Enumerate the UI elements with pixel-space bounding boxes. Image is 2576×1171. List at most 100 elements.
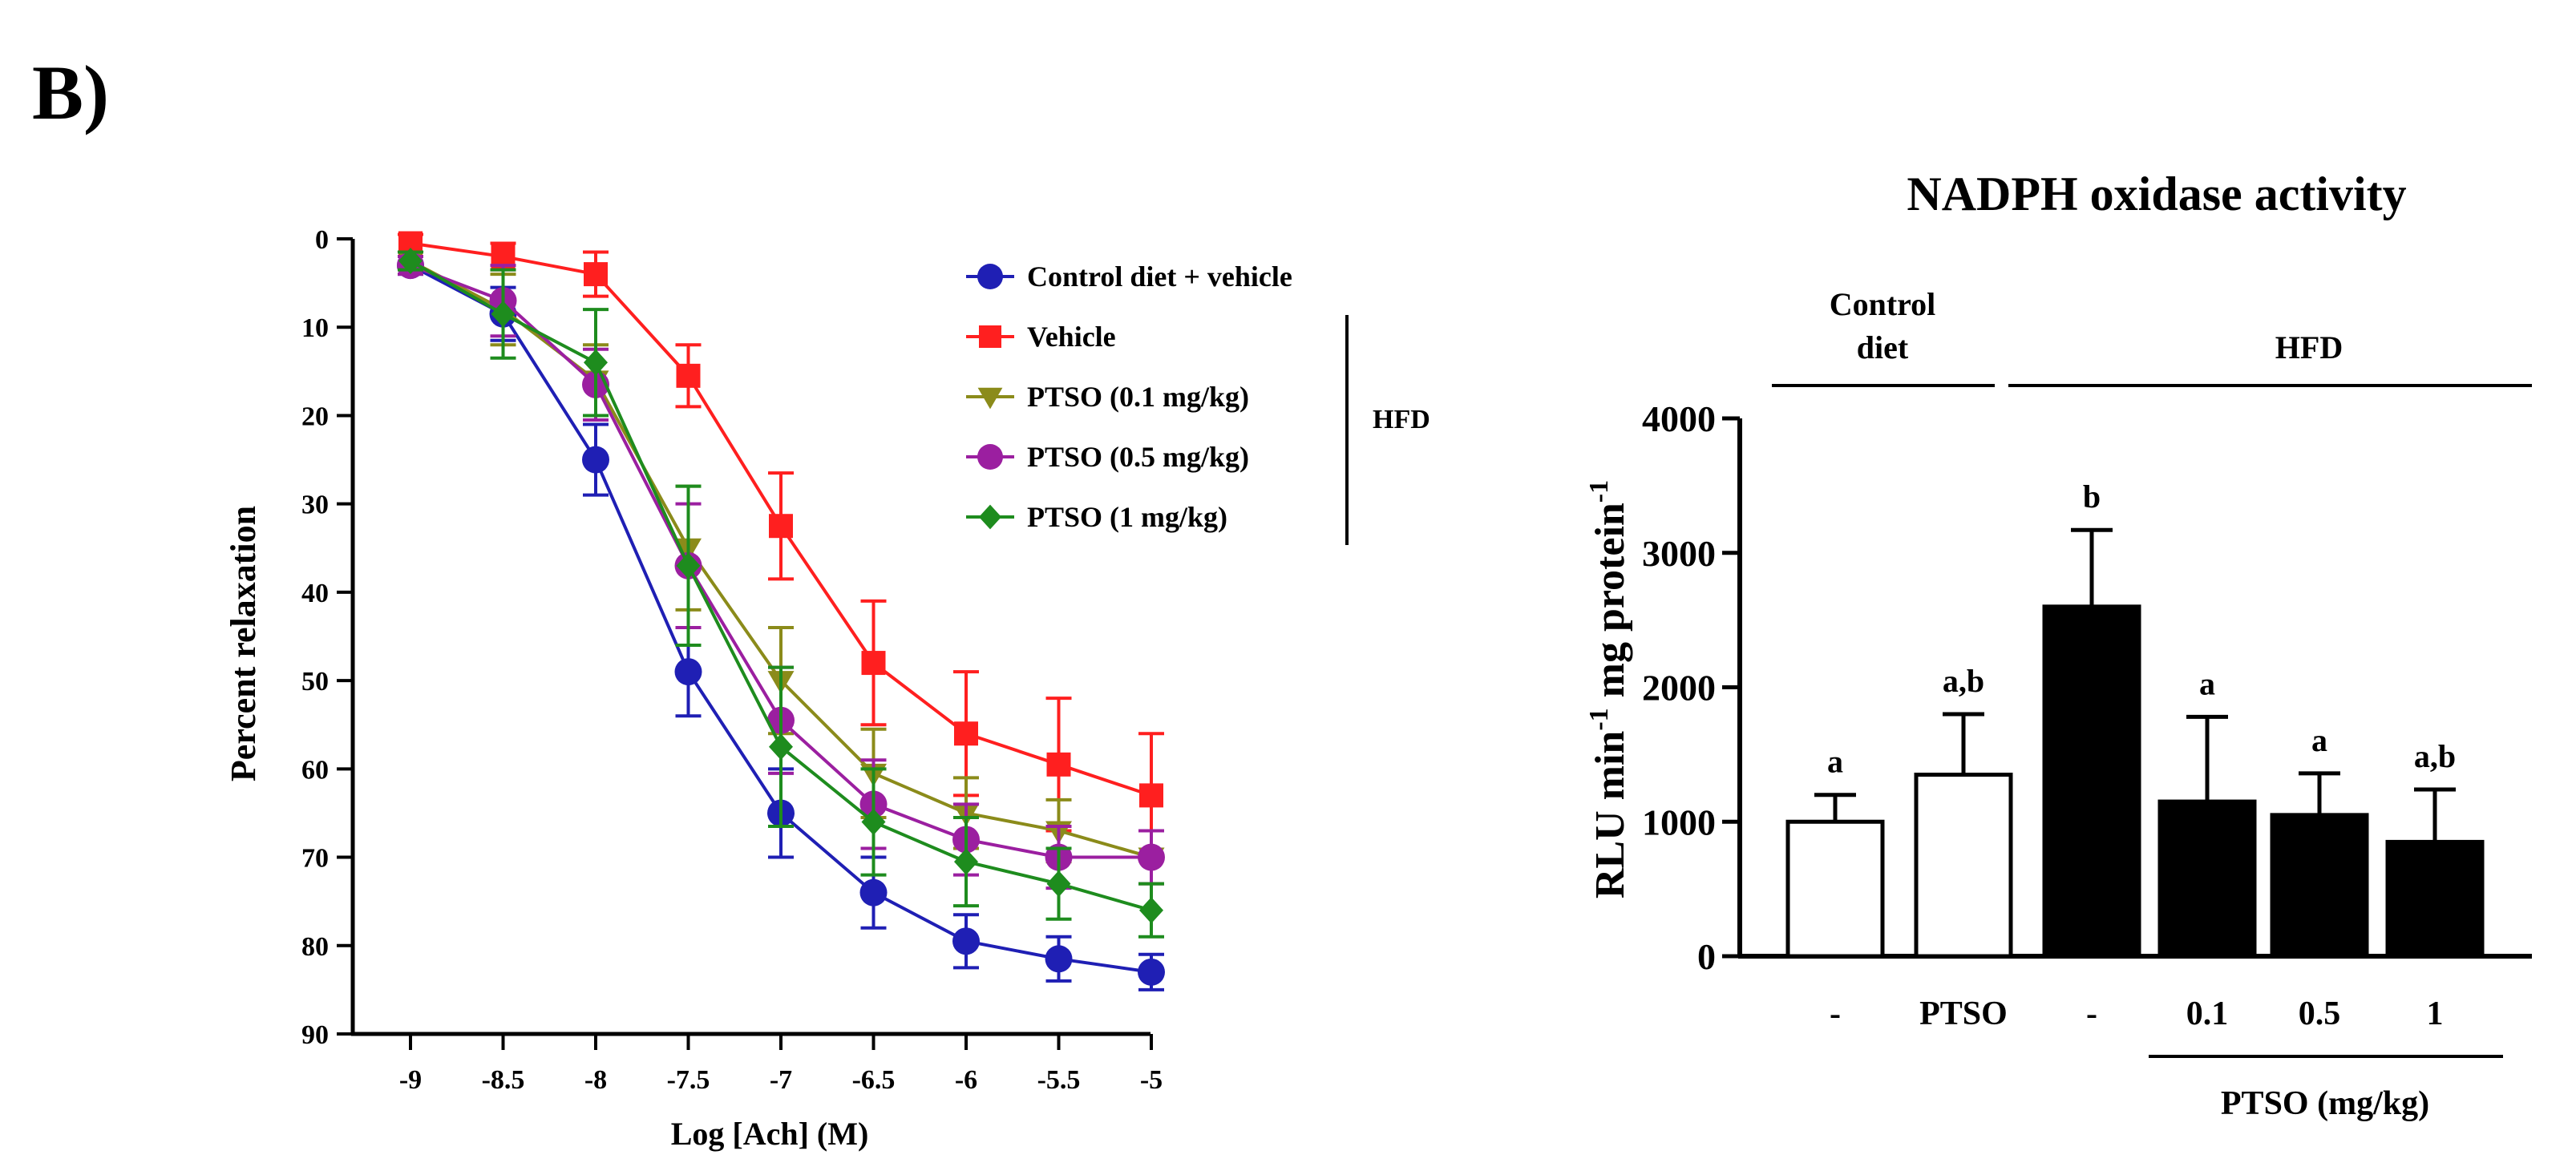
line-y-axis-label: Percent relaxation bbox=[224, 506, 263, 781]
line-chart: Percent relaxation Log [Ach] (M) 0 10 20 30… bbox=[224, 225, 1430, 1152]
data-point bbox=[676, 552, 701, 579]
data-point bbox=[582, 446, 609, 474]
line-y-tick-label: 40 bbox=[301, 579, 329, 608]
line-x-axis-label: Log [Ach] (M) bbox=[671, 1116, 869, 1152]
data-point bbox=[769, 733, 793, 761]
group-label-control-line1: Control bbox=[1830, 286, 1936, 322]
line-x-tick-label: -5.5 bbox=[1037, 1065, 1081, 1095]
bar-category-label: 1 bbox=[2427, 995, 2444, 1032]
legend-label: Vehicle bbox=[1027, 321, 1116, 353]
line-y-tick-label: 80 bbox=[301, 932, 329, 962]
bar-category-label: 0.1 bbox=[2186, 995, 2229, 1032]
line-x-tick-label: -7 bbox=[770, 1065, 792, 1095]
line-x-tick-label: -8 bbox=[584, 1065, 607, 1095]
line-y-tick-label: 10 bbox=[301, 313, 329, 343]
line-y-tick-label: 50 bbox=[301, 667, 329, 697]
data-point bbox=[954, 848, 978, 875]
bar bbox=[2385, 839, 2485, 959]
series-0 bbox=[397, 252, 1165, 991]
bar-category-label: PTSO bbox=[1919, 995, 2008, 1032]
data-point bbox=[769, 514, 793, 539]
data-point bbox=[859, 878, 888, 907]
series-4 bbox=[398, 248, 1164, 939]
line-x-tick-label: -7.5 bbox=[667, 1065, 710, 1095]
dose-group-label: PTSO (mg/kg) bbox=[2221, 1085, 2429, 1122]
legend-swatch-marker bbox=[977, 444, 1003, 470]
bar-y-tick-label: 4000 bbox=[1642, 398, 1716, 439]
bar-category-label: - bbox=[1830, 995, 1841, 1032]
significance-label: a,b bbox=[2414, 738, 2456, 774]
bar-y-axis-label: RLU min-1 mg protein-1 bbox=[1584, 480, 1633, 898]
line-x-tick-label: -6 bbox=[955, 1065, 977, 1095]
legend-item: Control diet + vehicle bbox=[966, 260, 1292, 293]
legend-item: PTSO (1 mg/kg) bbox=[966, 501, 1227, 533]
line-y-tick-label: 30 bbox=[301, 491, 329, 520]
legend-item: Vehicle bbox=[966, 321, 1116, 353]
bar-y-tick-label: 1000 bbox=[1642, 802, 1716, 842]
bar bbox=[2157, 799, 2257, 959]
data-point bbox=[954, 721, 978, 746]
group-label-control-line2: diet bbox=[1857, 329, 1909, 365]
data-point bbox=[952, 927, 980, 955]
data-point bbox=[861, 651, 886, 676]
data-point bbox=[1139, 897, 1163, 924]
legend-label: PTSO (0.1 mg/kg) bbox=[1027, 381, 1249, 413]
bar bbox=[2042, 604, 2141, 959]
group-label-hfd: HFD bbox=[2275, 329, 2343, 365]
bar-chart: NADPH oxidase activity Control diet HFD … bbox=[1584, 168, 2532, 1122]
bar-y-tick-label: 2000 bbox=[1642, 668, 1716, 709]
significance-label: a bbox=[2199, 665, 2215, 701]
legend-label: Control diet + vehicle bbox=[1027, 260, 1292, 293]
data-point bbox=[674, 658, 702, 686]
legend-swatch-marker bbox=[977, 387, 1003, 410]
line-y-tick-label: 60 bbox=[301, 755, 329, 785]
legend-swatch-marker bbox=[977, 264, 1003, 289]
line-y-tick-label: 20 bbox=[301, 402, 329, 431]
series-1 bbox=[398, 231, 1164, 859]
legend-item: PTSO (0.5 mg/kg) bbox=[966, 441, 1249, 473]
bar bbox=[2270, 813, 2369, 959]
data-point bbox=[1139, 783, 1163, 808]
significance-label: a bbox=[1827, 744, 1843, 780]
panel-label: B) bbox=[32, 50, 109, 135]
bar-group: a bbox=[2157, 665, 2257, 959]
significance-label: b bbox=[2083, 478, 2101, 515]
data-point bbox=[1138, 843, 1165, 871]
bar bbox=[1914, 773, 2013, 959]
data-point bbox=[676, 363, 701, 388]
bar-y-tick-label: 3000 bbox=[1642, 533, 1716, 574]
bar-category-label: - bbox=[2086, 995, 2097, 1032]
data-point bbox=[491, 301, 516, 328]
bar-chart-title: NADPH oxidase activity bbox=[1907, 168, 2406, 220]
data-point bbox=[1045, 945, 1073, 973]
bar-y-tick-label: 0 bbox=[1697, 936, 1716, 977]
significance-label: a,b bbox=[1943, 663, 1984, 699]
line-x-tick-label: -8.5 bbox=[482, 1065, 525, 1095]
bar bbox=[1785, 819, 1885, 959]
legend-swatch-marker bbox=[979, 504, 1001, 530]
data-point bbox=[1046, 752, 1071, 777]
legend-label: PTSO (1 mg/kg) bbox=[1027, 501, 1227, 533]
line-x-tick-label: -9 bbox=[399, 1065, 422, 1095]
data-point bbox=[861, 808, 886, 835]
line-y-tick-label: 90 bbox=[301, 1020, 329, 1050]
data-point bbox=[1046, 870, 1071, 898]
bar-group: a,b bbox=[2385, 738, 2485, 959]
bar-group: a bbox=[1785, 744, 1885, 959]
legend-label: PTSO (0.5 mg/kg) bbox=[1027, 441, 1249, 473]
data-point bbox=[398, 248, 423, 275]
data-point bbox=[584, 349, 608, 376]
line-x-tick-label: -6.5 bbox=[852, 1065, 896, 1095]
data-point bbox=[1138, 958, 1165, 986]
bar-group: b bbox=[2042, 478, 2141, 959]
significance-label: a bbox=[2311, 722, 2327, 758]
line-y-tick-label: 0 bbox=[315, 225, 329, 255]
bar-category-label: 0.5 bbox=[2299, 995, 2341, 1032]
bar-group: a,b bbox=[1914, 663, 2013, 959]
data-point bbox=[584, 262, 608, 287]
series-line bbox=[410, 264, 1152, 974]
legend-item: PTSO (0.1 mg/kg) bbox=[966, 381, 1249, 413]
legend-swatch-marker bbox=[979, 325, 1001, 348]
bar-group: a bbox=[2270, 722, 2369, 959]
